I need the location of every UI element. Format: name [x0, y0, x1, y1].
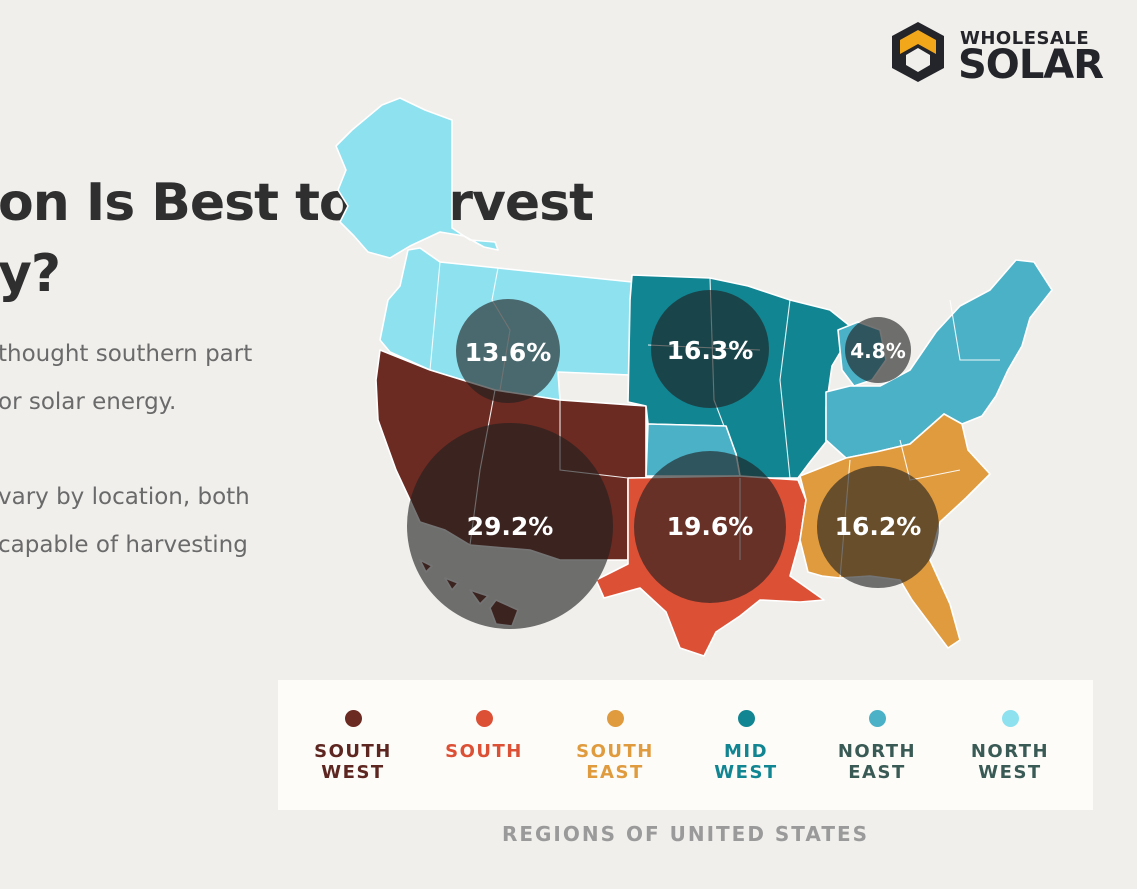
legend-dot-mid-west [737, 710, 755, 727]
share-circle-south-east [817, 466, 939, 588]
legend-item-north-west: NORTH WEST [955, 710, 1065, 783]
logo-wordmark-top: WHOLESALE [960, 28, 1090, 49]
legend-label-north-west: NORTH WEST [970, 741, 1050, 783]
legend-label-mid-west: MID WEST [714, 741, 778, 783]
legend-item-north-east: NORTH EAST [822, 710, 932, 783]
us-regions-map: 13.6% 16.3% 4.8% 29.2% 19.6% 16.2% [335, 97, 1053, 657]
legend-caption: REGIONS OF UNITED STATES [501, 822, 870, 846]
intro-paragraph: thought southern part or solar energy. [0, 330, 252, 426]
share-circle-south-west [407, 423, 613, 629]
heading-line-1: on Is Best to Harvest [0, 173, 594, 233]
legend-item-south: SOUTH [429, 710, 539, 762]
share-label-south: 19.6% [667, 512, 754, 541]
wholesale-solar-logo-icon [892, 22, 944, 82]
second-line-2: capable of harvesting [0, 532, 248, 558]
share-circle-mid-west [651, 290, 769, 408]
share-circles [407, 290, 939, 629]
share-label-south-east: 16.2% [835, 512, 922, 541]
heading-line-2: y? [0, 244, 61, 304]
legend-label-south: SOUTH [445, 741, 523, 762]
legend-dot-north-east [868, 710, 886, 727]
share-circle-north-east [845, 317, 911, 383]
legend-label-south-east: SOUTH EAST [576, 741, 654, 783]
share-circle-north-west [456, 299, 560, 403]
share-label-south-west: 29.2% [467, 512, 554, 541]
legend-item-south-east: SOUTH EAST [560, 710, 670, 783]
second-line-1: vary by location, both [0, 484, 250, 510]
legend-label-north-east: NORTH EAST [837, 741, 917, 783]
legend-dot-south-east [606, 710, 624, 727]
share-label-mid-west: 16.3% [667, 336, 754, 365]
share-label-north-west: 13.6% [465, 338, 552, 367]
second-paragraph: vary by location, both capable of harves… [0, 473, 250, 569]
legend-dot-south [475, 710, 493, 727]
page-heading: on Is Best to Harvest y? [0, 168, 594, 310]
intro-line-1: thought southern part [0, 341, 253, 367]
intro-line-2: or solar energy. [0, 389, 177, 415]
logo-wordmark-bottom: SOLAR [958, 42, 1104, 88]
legend-label-south-west: SOUTH WEST [314, 741, 392, 783]
legend-dot-south-west [344, 710, 362, 727]
legend-dot-north-west [1001, 710, 1019, 727]
legend-item-mid-west: MID WEST [691, 710, 801, 783]
share-circle-south [634, 451, 786, 603]
region-shape-alaska [335, 97, 499, 259]
legend-item-south-west: SOUTH WEST [298, 710, 408, 783]
map-legend: SOUTH WEST SOUTH SOUTH EAST MID WEST NOR… [278, 680, 1093, 810]
share-label-north-east: 4.8% [850, 339, 905, 363]
